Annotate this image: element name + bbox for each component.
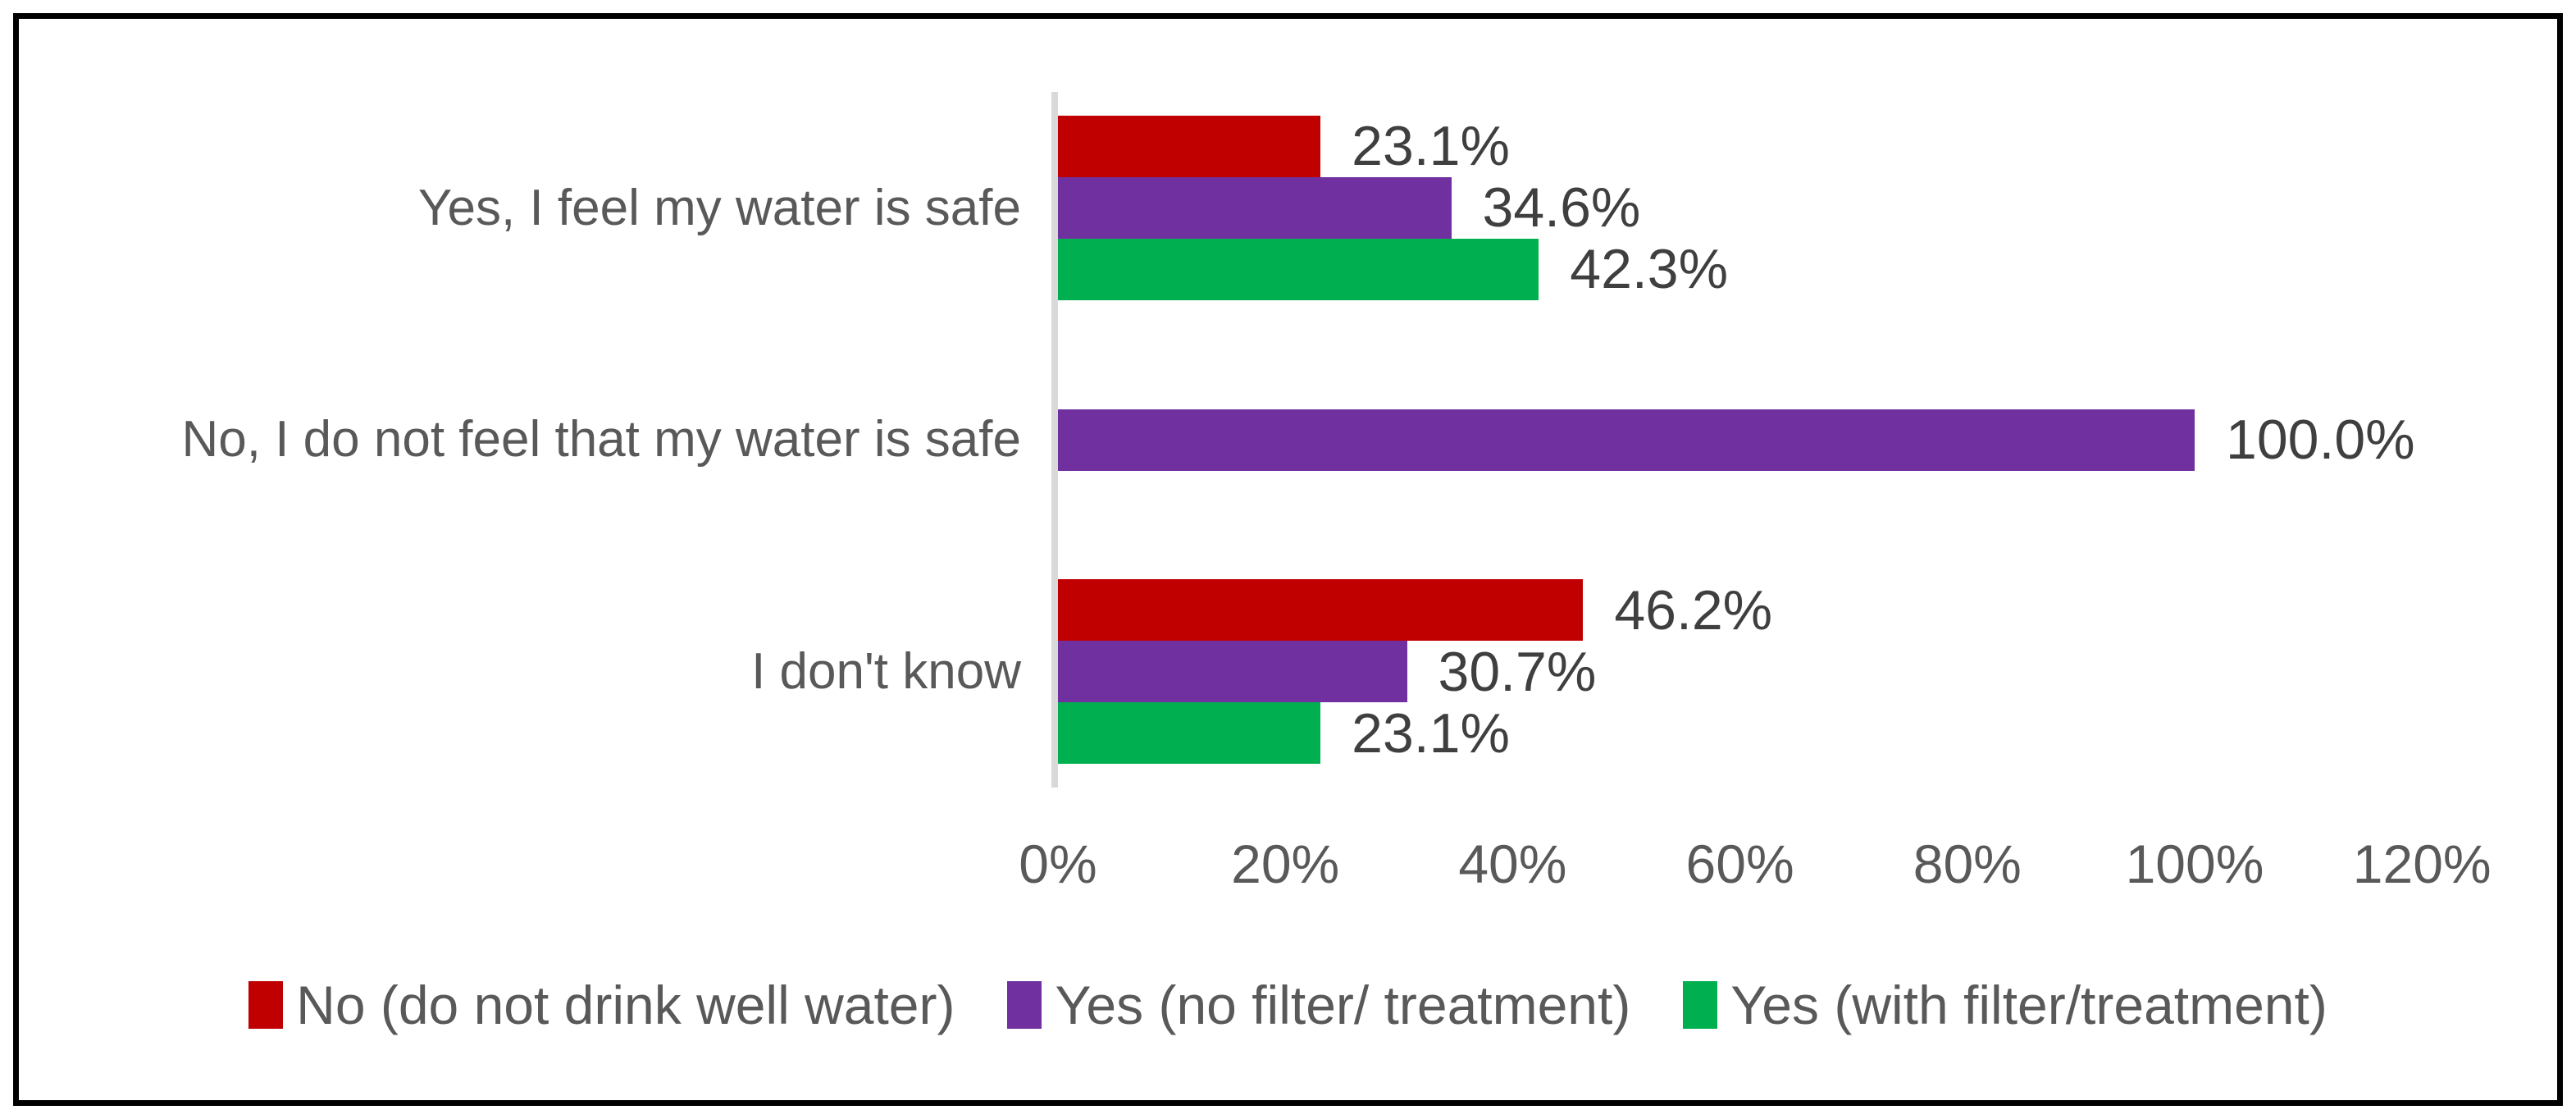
x-tick-label: 40% (1458, 834, 1567, 894)
legend-item: Yes (with filter/treatment) (1683, 974, 2328, 1036)
legend-label: No (do not drink well water) (296, 975, 955, 1035)
legend-swatch (1683, 981, 1718, 1029)
chart-frame (13, 13, 2563, 1106)
legend-item: Yes (no filter/ treatment) (1007, 974, 1630, 1036)
x-tick-label: 120% (2352, 834, 2492, 894)
y-axis-line (1051, 92, 1058, 788)
category-label: No, I do not feel that my water is safe (181, 411, 1021, 468)
bar-value-label: 23.1% (1352, 701, 1510, 765)
bar-value-label: 46.2% (1614, 578, 1773, 642)
x-tick-label: 60% (1685, 834, 1794, 894)
bar (1058, 409, 2195, 471)
x-tick-label: 0% (1019, 834, 1097, 894)
category-label: I don't know (751, 643, 1021, 700)
bar-value-label: 34.6% (1482, 176, 1641, 240)
bar-value-label: 42.3% (1570, 238, 1729, 301)
bar-value-label: 23.1% (1352, 115, 1510, 178)
legend-label: Yes (with filter/treatment) (1730, 975, 2328, 1035)
x-tick-label: 20% (1231, 834, 1340, 894)
category-label: Yes, I feel my water is safe (417, 179, 1021, 236)
legend-item: No (do not drink well water) (248, 974, 955, 1036)
legend-label: Yes (no filter/ treatment) (1055, 975, 1631, 1035)
bar (1058, 579, 1584, 642)
bar-value-label: 30.7% (1438, 640, 1597, 703)
legend-swatch (248, 981, 284, 1029)
x-tick-label: 100% (2125, 834, 2264, 894)
bar (1058, 238, 1539, 300)
bar (1058, 115, 1321, 177)
bar (1058, 702, 1321, 765)
bar (1058, 641, 1407, 703)
bar (1058, 176, 1452, 239)
x-tick-label: 80% (1913, 834, 2022, 894)
bar-value-label: 100.0% (2226, 409, 2415, 471)
legend-swatch (1007, 981, 1042, 1029)
legend: No (do not drink well water) Yes (no filt… (0, 958, 2576, 1052)
